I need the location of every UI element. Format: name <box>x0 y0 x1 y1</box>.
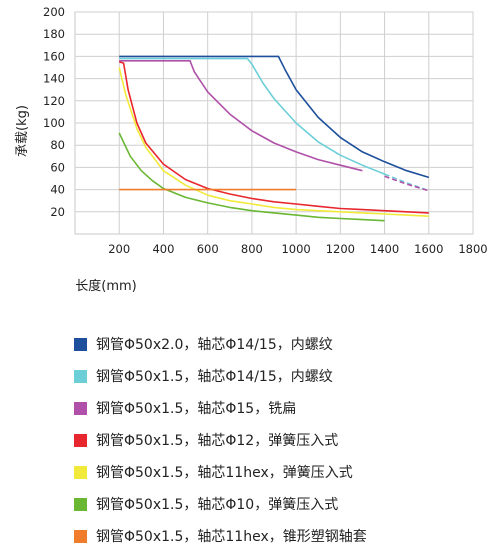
series-line-2-dashed <box>384 173 430 192</box>
legend-swatch <box>74 433 87 447</box>
x-tick-label: 200 <box>108 242 130 256</box>
legend-label: 钢管Φ50x1.5，轴芯Φ10，弹簧压入式 <box>96 497 339 513</box>
legend-label: 钢管Φ50x1.5，轴芯Φ15，铣扁 <box>96 401 297 417</box>
x-axis-ticks: 200 400 600 800 1000 1200 1400 1600 1800 <box>108 242 487 256</box>
legend-item: 钢管Φ50x1.5，轴芯11hex，锥形塑钢轴套 <box>74 520 367 552</box>
legend-swatch <box>74 369 87 383</box>
series-line-3 <box>119 60 363 172</box>
legend-label: 钢管Φ50x1.5，轴芯Φ14/15，内螺纹 <box>96 369 333 385</box>
legend-swatch <box>74 401 87 415</box>
series-line-4 <box>118 61 429 214</box>
y-tick-label: 60 <box>50 160 65 174</box>
x-tick-label: 600 <box>197 242 219 256</box>
x-tick-label: 1000 <box>281 242 310 256</box>
y-tick-label: 160 <box>43 49 65 63</box>
legend-item: 钢管Φ50x2.0，轴芯Φ14/15，内螺纹 <box>74 328 367 360</box>
x-tick-label: 1400 <box>370 242 399 256</box>
series-line-1 <box>119 55 430 179</box>
y-tick-label: 200 <box>43 5 65 19</box>
legend-item: 钢管Φ50x1.5，轴芯11hex，弹簧压入式 <box>74 456 367 488</box>
x-axis-title: 长度(mm) <box>75 278 136 294</box>
legend-item: 钢管Φ50x1.5，轴芯Φ15，铣扁 <box>74 392 367 424</box>
series-line-2 <box>119 57 385 175</box>
chart-legend: 钢管Φ50x2.0，轴芯Φ14/15，内螺纹 钢管Φ50x1.5，轴芯Φ14/15… <box>74 328 367 552</box>
x-tick-label: 400 <box>152 242 174 256</box>
y-axis-title: 承载(kg) <box>15 105 30 157</box>
legend-swatch <box>74 337 87 351</box>
y-tick-label: 140 <box>43 72 65 86</box>
x-tick-label: 800 <box>241 242 263 256</box>
y-axis-ticks: 20 40 60 80 100 120 140 160 180 200 <box>43 5 65 219</box>
x-tick-label: 1600 <box>414 242 443 256</box>
x-tick-label: 1200 <box>326 242 355 256</box>
legend-label: 钢管Φ50x2.0，轴芯Φ14/15，内螺纹 <box>96 337 333 353</box>
y-tick-label: 180 <box>43 27 65 41</box>
legend-swatch <box>74 529 87 543</box>
series-line-5 <box>118 67 429 217</box>
legend-item: 钢管Φ50x1.5，轴芯Φ10，弹簧压入式 <box>74 488 367 520</box>
legend-item: 钢管Φ50x1.5，轴芯Φ14/15，内螺纹 <box>74 360 367 392</box>
x-tick-label: 1800 <box>458 242 487 256</box>
chart-area: 20 40 60 80 100 120 140 160 180 200 200 400 600 800 1… <box>15 5 488 294</box>
legend-label: 钢管Φ50x1.5，轴芯11hex，弹簧压入式 <box>96 465 353 481</box>
y-tick-label: 40 <box>50 183 65 197</box>
legend-swatch <box>74 497 87 511</box>
legend-label: 钢管Φ50x1.5，轴芯11hex，锥形塑钢轴套 <box>96 529 367 545</box>
legend-item: 钢管Φ50x1.5，轴芯Φ12，弹簧压入式 <box>74 424 367 456</box>
legend-swatch <box>74 465 87 479</box>
y-tick-label: 80 <box>50 138 65 152</box>
series-line-6 <box>118 132 385 222</box>
y-tick-label: 120 <box>43 94 65 108</box>
y-tick-label: 100 <box>43 116 65 130</box>
chart-series <box>118 55 430 222</box>
legend-label: 钢管Φ50x1.5，轴芯Φ12，弹簧压入式 <box>96 433 339 449</box>
y-tick-label: 20 <box>50 205 65 219</box>
